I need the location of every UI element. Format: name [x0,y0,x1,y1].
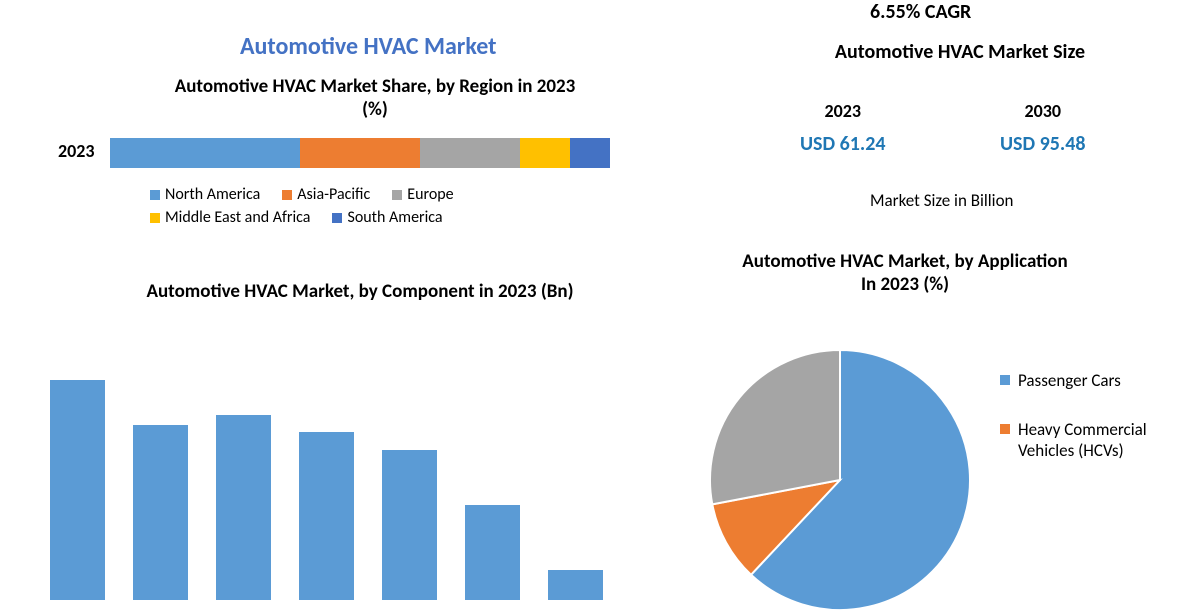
component-bar [465,505,520,600]
ms-value-right: USD 95.48 [1000,132,1086,156]
application-legend: Passenger Cars Heavy Commercial Vehicles … [1000,370,1198,489]
legend-item: Europe [392,185,453,204]
cagr-label: 6.55% CAGR [870,0,971,24]
pie-slice [710,350,840,504]
legend-item: North America [150,185,260,204]
legend-item: Asia-Pacific [282,185,370,204]
pie-legend-item: Passenger Cars [1000,370,1198,391]
pie-legend-swatch [1000,424,1010,434]
component-bar [133,425,188,600]
ms-value-left: USD 61.24 [800,132,886,156]
legend-swatch [392,190,402,200]
legend-swatch [150,213,160,223]
component-bar-chart [50,340,603,600]
legend-label: North America [165,185,260,204]
region-chart-title: Automotive HVAC Market Share, by Region … [160,75,590,121]
legend-label: Europe [407,185,453,204]
region-segment [570,138,610,168]
component-bar [548,570,603,600]
ms-year-left: 2023 [800,100,886,122]
application-pie-chart [710,350,970,610]
legend-label: Middle East and Africa [165,208,310,227]
component-bar [216,415,271,600]
legend-item: South America [332,208,442,227]
market-size-2023: 2023 USD 61.24 [800,100,886,156]
region-segment [300,138,420,168]
legend-swatch [282,190,292,200]
legend-label: South America [347,208,442,227]
main-title: Automotive HVAC Market [240,32,496,61]
legend-swatch [332,213,342,223]
component-chart-title: Automotive HVAC Market, by Component in … [130,280,590,303]
component-bar [382,450,437,600]
pie-legend-label: Heavy Commercial Vehicles (HCVs) [1018,419,1198,461]
market-size-2030: 2030 USD 95.48 [1000,100,1086,156]
market-size-unit: Market Size in Billion [870,190,1013,211]
pie-legend-swatch [1000,375,1010,385]
region-stacked-bar [110,138,610,168]
pie-legend-item: Heavy Commercial Vehicles (HCVs) [1000,419,1198,461]
component-bar [299,432,354,600]
market-size-title: Automotive HVAC Market Size [790,40,1130,64]
legend-item: Middle East and Africa [150,208,310,227]
region-legend: North America Asia-Pacific Europe Middle Ea… [150,185,610,231]
application-chart-title: Automotive HVAC Market, by Application I… [740,250,1070,296]
legend-label: Asia-Pacific [297,185,370,204]
legend-swatch [150,190,160,200]
region-segment [520,138,570,168]
ms-year-right: 2030 [1000,100,1086,122]
region-segment [420,138,520,168]
region-year-label: 2023 [58,140,95,162]
pie-legend-label: Passenger Cars [1018,370,1121,391]
component-bar [50,380,105,600]
region-segment [110,138,300,168]
